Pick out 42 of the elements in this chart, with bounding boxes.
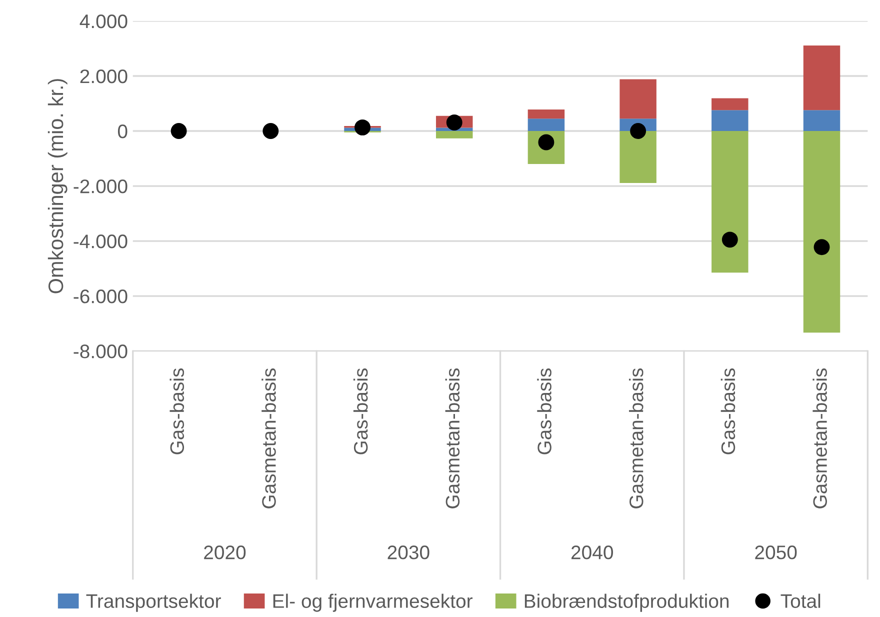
x-tick-label: Gas-basis: [720, 368, 736, 454]
y-tick-label: 4.000: [80, 14, 128, 28]
bar: [528, 118, 565, 132]
point: [354, 119, 370, 136]
point: [170, 123, 187, 139]
point: [446, 114, 462, 130]
bar: [803, 110, 840, 132]
x-tick-label: Gas-basis: [170, 368, 184, 454]
y-tick-label: -2.000: [74, 179, 128, 194]
bar: [436, 131, 473, 138]
y-tick-label: -4.000: [74, 234, 128, 248]
bar: [712, 110, 748, 132]
legend-label: Biobrændstofproduktion: [524, 594, 729, 612]
legend-label: El- og fjernvarmesektor: [273, 594, 472, 612]
bar: [528, 110, 565, 119]
y-tick-label: -6.000: [74, 290, 128, 304]
bar: [712, 131, 748, 273]
legend-label: Transportsektor: [86, 594, 221, 612]
text: 2050: [755, 546, 797, 560]
bar: [712, 98, 748, 110]
y-tick-label: 0: [118, 124, 128, 138]
y-axis-title: Omkostninger (mio. kr.): [48, 79, 68, 294]
text: 2040: [571, 546, 613, 560]
x-tick-label: Gasmetan-basis: [628, 368, 644, 508]
x-tick-label: Gasmetan-basis: [812, 368, 827, 508]
point: [262, 123, 279, 139]
legend-label: Total: [780, 594, 820, 608]
x-tick-label: Gas-basis: [353, 368, 368, 454]
bar: [803, 45, 840, 110]
x-tick-label: Gas-basis: [537, 368, 552, 454]
y-tick-label: -8.000: [74, 344, 128, 358]
bar: [620, 79, 656, 119]
y-tick-label: 2.000: [80, 69, 128, 84]
point: [722, 232, 738, 248]
text: 2030: [388, 546, 430, 560]
point: [814, 239, 830, 256]
bar: [620, 131, 656, 183]
point: [630, 123, 646, 139]
x-tick-label: Gasmetan-basis: [445, 368, 460, 508]
x-tick-label: Gasmetan-basis: [262, 368, 276, 508]
text: 2020: [204, 546, 246, 560]
bar: [803, 131, 840, 333]
